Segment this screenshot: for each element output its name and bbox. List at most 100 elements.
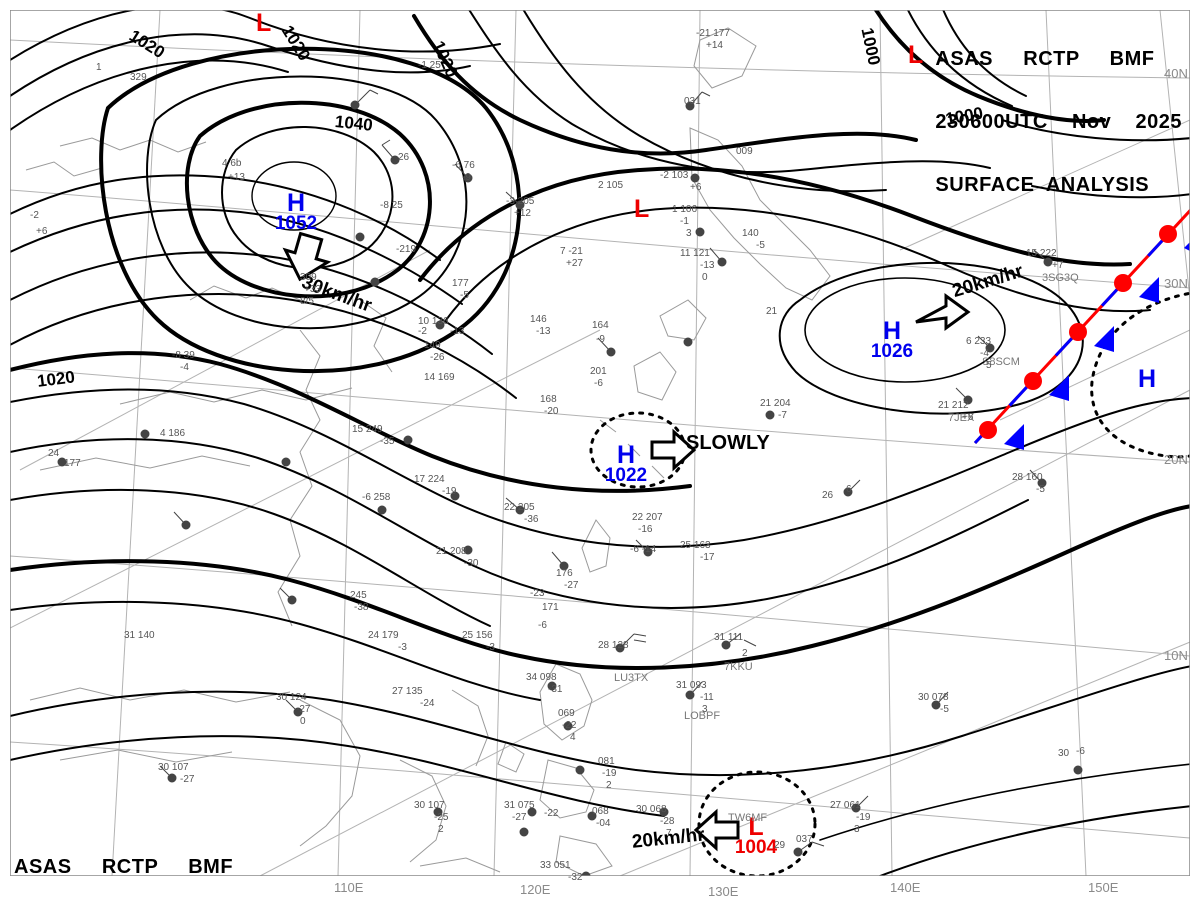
station-obs: 146 — [530, 314, 547, 325]
station-obs: +6 — [962, 412, 974, 423]
station-obs: 24 179 — [368, 630, 399, 641]
station-obs: 201 — [590, 366, 607, 377]
station-obs: 29 — [774, 840, 786, 851]
high-value: 1026 — [870, 341, 914, 362]
station-obs: 4 186 — [160, 428, 186, 439]
station-obs: +6 — [690, 182, 702, 193]
station-obs: -25 — [434, 812, 449, 823]
lon-label-150e: 150E — [1088, 880, 1119, 895]
station-obs: 2 105 — [598, 180, 624, 191]
station-obs: +6 — [36, 226, 48, 237]
station-obs: 6 — [846, 484, 852, 495]
station-obs: +33 — [304, 284, 321, 295]
station-obs: 21 208 — [436, 546, 467, 557]
station-obs: -28 — [660, 816, 675, 827]
station-obs: -7 — [778, 410, 787, 421]
station-obs: -2 — [30, 210, 39, 221]
station-obs: 30 — [1058, 748, 1070, 759]
station-obs: -3 205 — [506, 196, 535, 207]
pressure-center-h1026: H 1026 — [864, 319, 920, 362]
station-obs: 2 — [438, 824, 444, 835]
station-obs: 329 — [130, 72, 147, 83]
station-obs: -27 — [512, 812, 527, 823]
slowly-label: SLOWLY — [686, 432, 770, 454]
station-obs: -26 — [430, 352, 445, 363]
low-symbol-header: L — [908, 41, 924, 69]
station-obs: -30 — [464, 558, 479, 569]
station-obs: -2 — [418, 326, 427, 337]
station-obs: 4 — [570, 732, 576, 743]
station-obs: -19 — [856, 812, 871, 823]
station-obs: -5 — [756, 240, 765, 251]
station-obs: -21 177 — [696, 28, 730, 39]
station-obs: 3 — [702, 704, 708, 715]
station-id-7kku: 7KKU — [724, 661, 753, 673]
lat-label-40n: 40N — [1164, 66, 1188, 81]
station-obs: 17 224 — [414, 474, 445, 485]
station-obs: -9 — [462, 172, 471, 183]
station-obs: 164 — [592, 320, 609, 331]
station-obs: 177 — [64, 458, 81, 469]
station-obs: 22 205 — [504, 502, 535, 513]
station-obs: 30 068 — [636, 804, 667, 815]
station-obs: 3 — [854, 824, 860, 835]
pressure-center-h1022: H 1022 — [598, 443, 654, 486]
isobars — [10, 10, 1190, 876]
station-obs: 11 121 — [680, 248, 710, 259]
station-obs: +14 — [706, 40, 723, 51]
station-obs: 140 — [742, 228, 759, 239]
station-obs: -11 — [700, 692, 714, 703]
station-obs: 27 061 — [830, 800, 861, 811]
station-obs: 171 — [542, 602, 559, 613]
station-obs: -32 — [568, 872, 583, 883]
station-obs: -8 39 — [172, 350, 195, 361]
station-obs: -13 — [700, 260, 715, 271]
pressure-center-l1004: L 1004 — [728, 815, 784, 858]
station-obs: 3 — [686, 228, 692, 239]
station-obs: 037 — [796, 834, 813, 845]
station-obs: 21 212 — [938, 400, 969, 411]
station-obs: -3 — [398, 642, 407, 653]
lon-label-120e: 120E — [520, 882, 551, 897]
station-obs: -6 — [1076, 746, 1085, 757]
station-obs: -27 — [564, 580, 579, 591]
station-obs: -4 — [180, 362, 189, 373]
footer-line-1: ASAS RCTP BMF — [14, 856, 234, 878]
station-obs: 009 — [736, 146, 753, 157]
station-obs: -31 — [548, 684, 563, 695]
stationary-front — [973, 208, 1190, 450]
station-obs: -6 -14 — [630, 544, 657, 555]
station-obs: -6 — [538, 620, 547, 631]
station-id-3sg3q: 3SG3Q — [1042, 272, 1079, 284]
station-obs: -13 — [536, 326, 551, 337]
station-obs: -19 — [442, 486, 457, 497]
station-obs: -2 103 — [660, 170, 689, 181]
lat-label-10n: 10N — [1164, 648, 1188, 663]
station-obs: +7 — [1052, 260, 1064, 271]
station-obs: -5 — [1036, 484, 1045, 495]
station-obs: 22 207 — [632, 512, 663, 523]
station-obs: -19 — [602, 768, 617, 779]
station-obs: 068 — [592, 806, 609, 817]
station-obs: -13 — [450, 326, 465, 337]
station-obs: 2 — [742, 648, 748, 659]
station-obs: 27 135 — [392, 686, 423, 697]
station-obs: 176 — [556, 568, 573, 579]
station-obs: 31 093 — [676, 680, 707, 691]
station-obs: -219 — [396, 244, 417, 255]
station-obs: 31 075 — [504, 800, 535, 811]
station-id-lobpf: LOBPF — [684, 710, 721, 722]
station-obs: 1 106 — [672, 204, 698, 215]
station-obs: 15 222 — [1026, 248, 1057, 259]
station-obs: -24 — [420, 698, 435, 709]
isobar-label-1040: 1040 — [334, 112, 374, 135]
station-obs: 21 204 — [760, 398, 791, 409]
station-obs: 10 136 — [418, 316, 449, 327]
motion-arrow-h1022 — [650, 428, 697, 472]
station-obs: 309 — [300, 272, 317, 283]
station-obs: -9 — [596, 334, 605, 345]
lon-label-110e: 110E — [334, 880, 364, 895]
pressure-center-h1052: H 1052 — [268, 191, 324, 234]
coastlines — [25, 27, 831, 876]
